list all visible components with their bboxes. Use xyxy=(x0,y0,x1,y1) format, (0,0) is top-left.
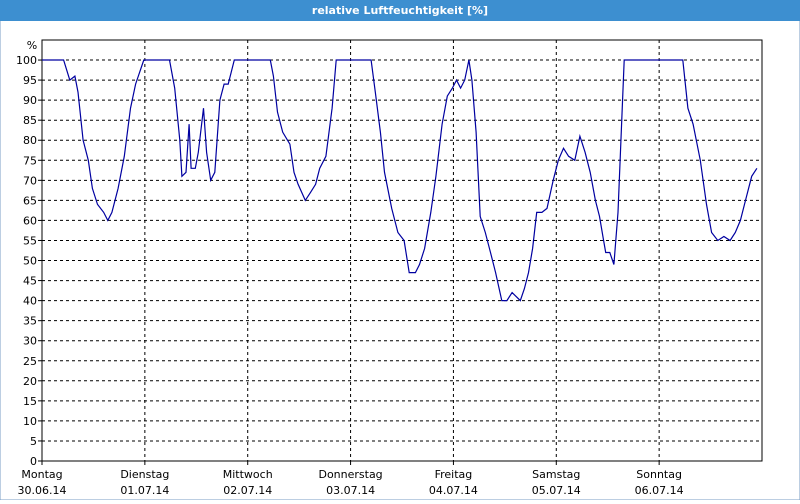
x-tick-date: 04.07.14 xyxy=(429,484,478,497)
y-axis-unit: % xyxy=(27,39,37,52)
x-tick-label: Freitag xyxy=(435,468,473,481)
y-tick-label: 80 xyxy=(23,134,37,147)
y-tick-label: 40 xyxy=(23,295,37,308)
x-tick-label: Donnerstag xyxy=(318,468,382,481)
x-tick-label: Samstag xyxy=(532,468,580,481)
y-tick-label: 5 xyxy=(30,435,37,448)
chart-title: relative Luftfeuchtigkeit [%] xyxy=(312,4,488,17)
x-tick-date: 06.07.14 xyxy=(635,484,684,497)
y-tick-label: 10 xyxy=(23,415,37,428)
y-tick-label: 25 xyxy=(23,355,37,368)
x-tick-date: 03.07.14 xyxy=(326,484,375,497)
y-tick-label: 30 xyxy=(23,335,37,348)
y-tick-label: 70 xyxy=(23,174,37,187)
y-tick-label: 75 xyxy=(23,154,37,167)
x-tick-date: 01.07.14 xyxy=(120,484,169,497)
x-tick-date: 05.07.14 xyxy=(532,484,581,497)
title-bar xyxy=(0,0,800,21)
y-tick-label: 15 xyxy=(23,395,37,408)
y-tick-label: 65 xyxy=(23,194,37,207)
x-tick-date: 02.07.14 xyxy=(223,484,272,497)
x-tick-label: Mittwoch xyxy=(223,468,273,481)
y-tick-label: 0 xyxy=(30,455,37,468)
x-tick-label: Dienstag xyxy=(120,468,169,481)
humidity-line xyxy=(42,59,758,302)
y-tick-label: 55 xyxy=(23,234,37,247)
y-tick-label: 90 xyxy=(23,94,37,107)
y-tick-label: 20 xyxy=(23,375,37,388)
y-tick-label: 35 xyxy=(23,315,37,328)
plot-background xyxy=(41,39,763,462)
y-tick-label: 50 xyxy=(23,255,37,268)
x-tick-label: Sonntag xyxy=(636,468,682,481)
y-tick-label: 45 xyxy=(23,275,37,288)
y-tick-label: 95 xyxy=(23,74,37,87)
x-tick-date: 30.06.14 xyxy=(18,484,67,497)
y-tick-label: 85 xyxy=(23,114,37,127)
y-tick-label: 100 xyxy=(16,54,37,67)
y-tick-label: 60 xyxy=(23,214,37,227)
x-tick-label: Montag xyxy=(21,468,62,481)
